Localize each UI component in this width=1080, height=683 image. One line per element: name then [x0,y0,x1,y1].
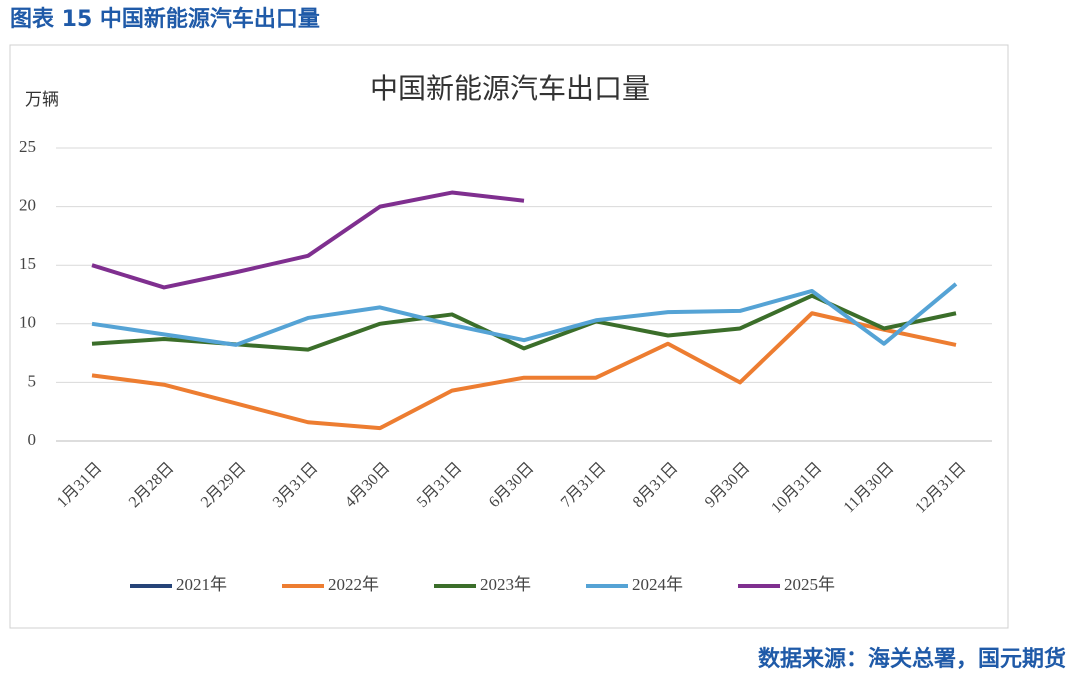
y-tick-label: 5 [28,371,37,390]
y-tick-label: 10 [19,313,36,332]
legend-label: 2025年 [784,575,835,594]
legend-label: 2024年 [632,575,683,594]
legend-label: 2021年 [176,575,227,594]
y-axis-label: 万辆 [25,90,59,110]
series-line [91,190,525,290]
chart-title: 中国新能源汽车出口量 [370,72,650,105]
series-line [91,311,957,431]
series-line [91,282,958,347]
caption: 图表 15 中国新能源汽车出口量 [10,6,320,32]
source: 数据来源：海关总署，国元期货 [758,646,1066,672]
legend-label: 2022年 [328,575,379,594]
y-tick-label: 25 [19,137,36,156]
y-tick-label: 0 [28,430,37,449]
legend-label: 2023年 [480,575,531,594]
y-tick-label: 20 [19,196,36,215]
y-tick-label: 15 [19,254,36,273]
